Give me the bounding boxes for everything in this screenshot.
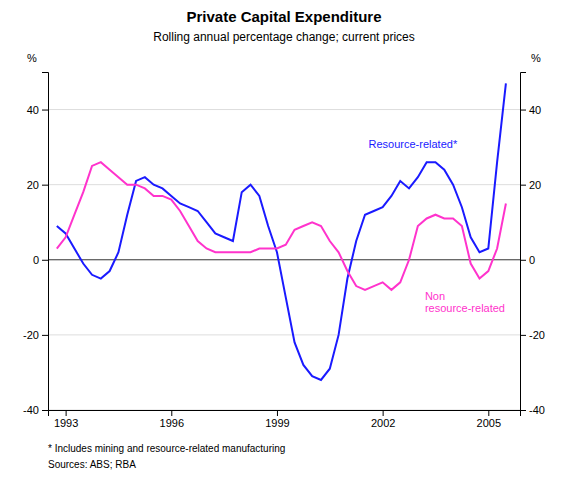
grid-line	[48, 334, 520, 335]
tick-mark	[42, 185, 48, 186]
tick-label: 20	[529, 179, 541, 191]
tick: 0	[520, 254, 535, 266]
tick: 40	[520, 104, 541, 116]
x-axis: 1993 1996 1999 2002 2005	[49, 410, 521, 429]
grid	[48, 110, 520, 410]
tick: 1996	[160, 410, 184, 429]
tick-label: -20	[529, 329, 545, 341]
plot-area	[57, 83, 506, 380]
y-axis-label: %	[27, 52, 37, 64]
tick-mark	[42, 260, 48, 261]
tick: 40	[27, 104, 48, 116]
annotation: Nonresource-related	[425, 290, 505, 315]
tick: 20	[27, 179, 48, 191]
series-line	[57, 83, 506, 380]
tick-mark	[171, 410, 172, 416]
tick-label: 1996	[160, 417, 184, 429]
tick: -40	[23, 404, 48, 416]
tick-label: 2002	[371, 417, 395, 429]
tick-label: 0	[33, 254, 39, 266]
annotation-line: Resource-related*	[369, 138, 458, 150]
annotation-line: Non	[425, 290, 445, 302]
tick: 2005	[477, 410, 501, 429]
tick-label: 1993	[54, 417, 78, 429]
grid-line	[48, 184, 520, 185]
tick-mark	[520, 410, 526, 411]
tick: 20	[520, 179, 541, 191]
tick: -40	[520, 404, 545, 416]
texts: Private Capital Expenditure Rolling annua…	[27, 8, 541, 470]
axis-line	[42, 73, 49, 411]
tick-label: 2005	[477, 417, 501, 429]
tick: 0	[33, 254, 48, 266]
tick-mark	[520, 335, 526, 336]
tick-mark	[42, 335, 48, 336]
chart: 1993 1996 1999 2002 2005 -40 -20 0 20 40 -40 -20 0 20…	[0, 0, 568, 482]
tick-mark	[383, 410, 384, 416]
tick-label: 0	[529, 254, 535, 266]
source: Sources: ABS; RBA	[48, 459, 136, 470]
axis-line	[521, 73, 527, 411]
annotation: Resource-related*	[369, 138, 458, 150]
tick-label: 1999	[265, 417, 289, 429]
tick-label: -20	[23, 329, 39, 341]
tick-mark	[42, 410, 48, 411]
tick-mark	[520, 185, 526, 186]
tick-label: -40	[23, 404, 39, 416]
tick: 2002	[371, 410, 395, 429]
tick: -20	[23, 329, 48, 341]
title: Private Capital Expenditure	[186, 8, 381, 25]
series-line	[57, 162, 506, 290]
tick-label: 40	[529, 104, 541, 116]
y2-axis: -40 -20 0 20 40	[520, 73, 545, 417]
subtitle: Rolling annual percentage change; curren…	[153, 30, 415, 44]
footnote: * Includes mining and resource-related m…	[48, 443, 285, 454]
tick-mark	[277, 410, 278, 416]
grid-line	[48, 259, 520, 260]
tick-mark	[520, 110, 526, 111]
annotation-line: resource-related	[425, 302, 505, 314]
tick-label: 40	[27, 104, 39, 116]
tick-mark	[42, 110, 48, 111]
axis-line	[49, 411, 521, 417]
y2-axis-label: %	[531, 52, 541, 64]
y-axis: -40 -20 0 20 40	[23, 73, 48, 417]
tick-mark	[520, 260, 526, 261]
tick: 1999	[265, 410, 289, 429]
tick-mark	[488, 410, 489, 416]
tick-label: 20	[27, 179, 39, 191]
tick-mark	[66, 410, 67, 416]
tick-label: -40	[529, 404, 545, 416]
tick: 1993	[54, 410, 78, 429]
tick: -20	[520, 329, 545, 341]
grid-line	[48, 109, 520, 110]
